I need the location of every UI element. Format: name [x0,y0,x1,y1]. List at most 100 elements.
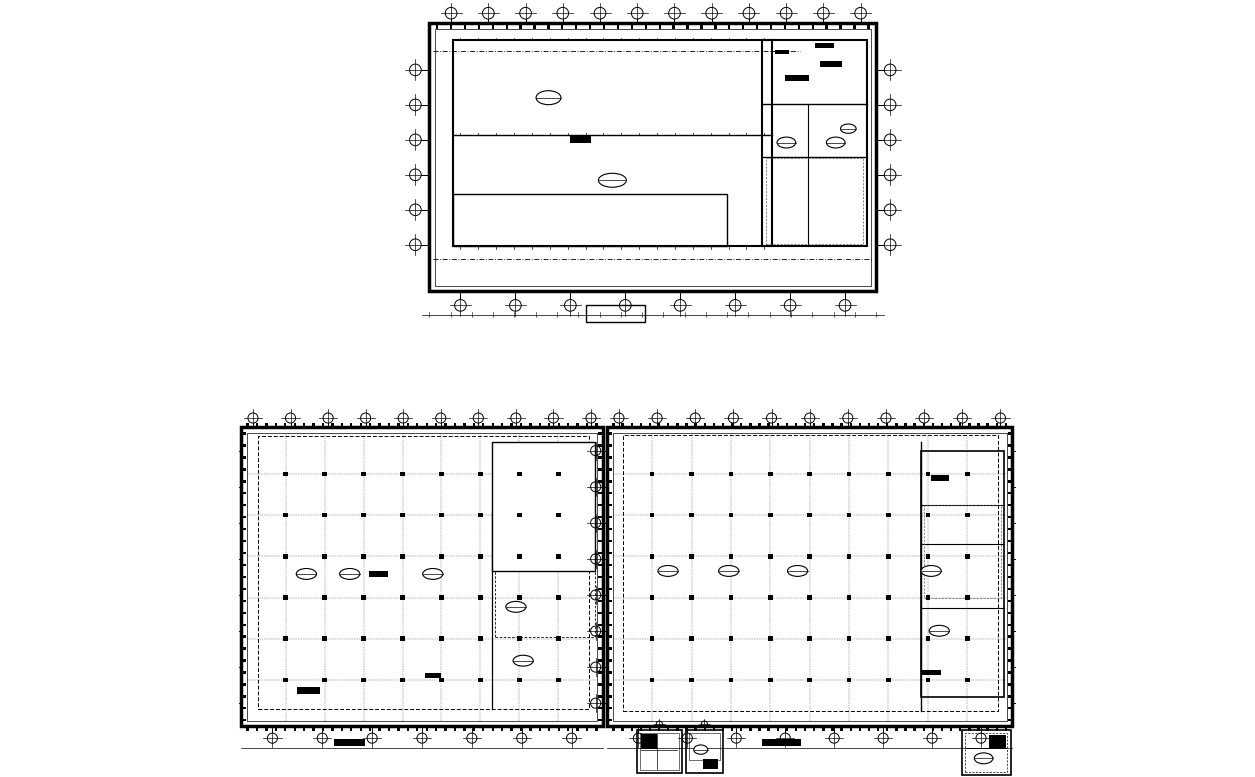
Bar [1008,636,1012,638]
Bar [520,727,522,730]
Bar [517,513,522,517]
Bar [645,24,648,29]
Bar [786,727,788,730]
Ellipse shape [536,91,561,105]
Bar [599,647,602,650]
Bar [622,435,998,711]
Bar [323,513,328,517]
Bar [858,727,861,730]
Bar [478,513,483,517]
Bar [256,423,259,427]
Bar [689,472,694,476]
Ellipse shape [826,137,845,148]
Bar [284,678,289,682]
Bar [704,727,705,730]
Bar [246,727,248,730]
Bar [749,423,752,427]
Bar [284,636,289,641]
Bar [400,513,405,517]
Bar [822,727,825,730]
Bar [965,513,970,517]
Bar [464,24,466,29]
Bar [388,727,390,730]
Bar [350,423,353,427]
Bar [1008,504,1012,507]
Bar [641,734,658,749]
Bar [517,678,522,682]
Bar [729,595,733,600]
Bar [599,576,602,578]
Bar [658,423,660,427]
Bar [361,472,366,476]
Bar [1008,480,1012,483]
Bar [275,423,277,427]
Bar [730,727,733,730]
Bar [758,727,761,730]
Bar [517,595,522,600]
Bar [640,733,679,770]
Bar [777,423,779,427]
Bar [607,695,611,698]
Bar [599,469,602,471]
Bar [729,554,733,559]
Bar [961,730,1010,775]
Bar [607,683,611,685]
Bar [925,472,930,476]
Bar [265,727,267,730]
Bar [886,636,891,641]
Bar [768,513,773,517]
Bar [607,600,611,602]
Bar [616,24,619,29]
Bar [1008,456,1012,458]
Bar [925,513,930,517]
Bar [995,727,998,730]
Bar [650,513,654,517]
Bar [425,423,428,427]
Bar [589,24,591,29]
Bar [435,24,438,29]
Bar [312,423,315,427]
Bar [323,595,328,600]
Bar [242,623,246,626]
Bar [650,554,654,559]
Bar [925,678,930,682]
Bar [599,720,602,721]
Bar [607,427,1012,726]
Ellipse shape [658,566,678,577]
Bar [689,678,694,682]
Bar [1008,671,1012,674]
Bar [599,707,602,709]
Bar [517,472,522,476]
Bar [786,75,808,81]
Bar [439,636,444,641]
Bar [986,423,989,427]
Ellipse shape [506,601,526,612]
Bar [950,727,953,730]
Bar [729,636,733,641]
Bar [941,423,944,427]
Bar [439,595,444,600]
Bar [925,636,930,641]
Bar [886,678,891,682]
Bar [886,595,891,600]
Bar [520,423,522,427]
Bar [841,727,843,730]
Bar [284,595,289,600]
Bar [1008,695,1012,698]
Bar [685,727,688,730]
Bar [340,423,343,427]
Bar [612,433,1007,721]
Bar [429,23,876,291]
Bar [807,554,812,559]
Bar [242,636,246,638]
Bar [607,587,611,590]
Bar [700,24,703,29]
Bar [586,423,589,427]
Bar [868,423,870,427]
Bar [294,423,296,427]
Bar [820,61,842,67]
Bar [722,727,724,730]
Bar [369,423,371,427]
Bar [556,678,561,682]
Bar [595,423,597,427]
